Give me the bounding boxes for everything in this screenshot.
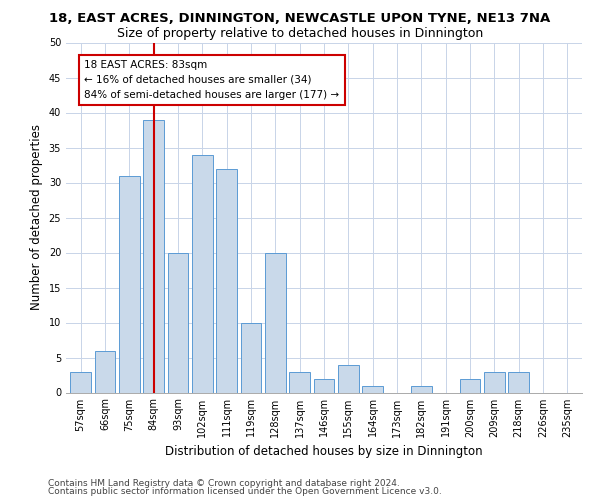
Text: Size of property relative to detached houses in Dinnington: Size of property relative to detached ho… [117, 28, 483, 40]
Text: 18 EAST ACRES: 83sqm
← 16% of detached houses are smaller (34)
84% of semi-detac: 18 EAST ACRES: 83sqm ← 16% of detached h… [84, 60, 340, 100]
Text: Contains HM Land Registry data © Crown copyright and database right 2024.: Contains HM Land Registry data © Crown c… [48, 478, 400, 488]
Text: Contains public sector information licensed under the Open Government Licence v3: Contains public sector information licen… [48, 487, 442, 496]
Bar [362, 386, 383, 392]
Bar [167, 252, 188, 392]
Bar [460, 378, 481, 392]
Bar [484, 372, 505, 392]
Bar [192, 154, 212, 392]
Bar [314, 378, 334, 392]
Bar [95, 350, 115, 393]
Bar [508, 372, 529, 392]
Bar [143, 120, 164, 392]
Bar [289, 372, 310, 392]
Bar [216, 168, 237, 392]
Bar [119, 176, 140, 392]
Y-axis label: Number of detached properties: Number of detached properties [30, 124, 43, 310]
Bar [265, 252, 286, 392]
Text: 18, EAST ACRES, DINNINGTON, NEWCASTLE UPON TYNE, NE13 7NA: 18, EAST ACRES, DINNINGTON, NEWCASTLE UP… [49, 12, 551, 26]
Bar [338, 364, 359, 392]
Bar [411, 386, 432, 392]
Bar [70, 372, 91, 392]
X-axis label: Distribution of detached houses by size in Dinnington: Distribution of detached houses by size … [165, 445, 483, 458]
Bar [241, 322, 262, 392]
